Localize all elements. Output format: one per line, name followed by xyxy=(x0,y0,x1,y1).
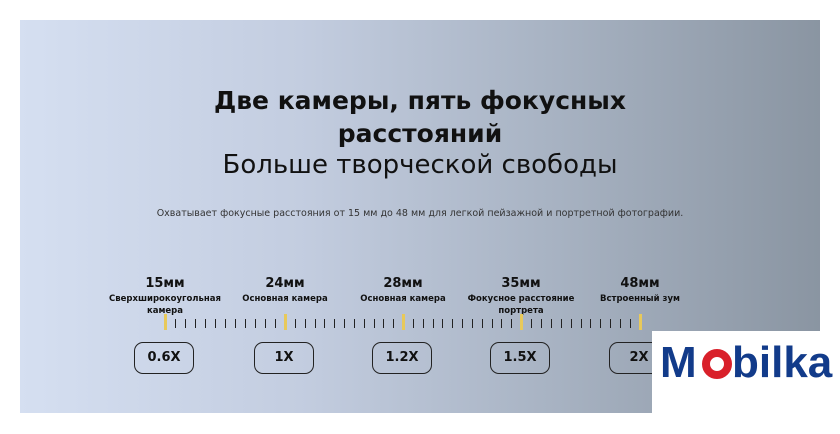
camera-banner: Две камеры, пять фокусных расстояний Бол… xyxy=(20,20,820,413)
scale-tick xyxy=(472,319,473,328)
scale-tick xyxy=(215,319,216,328)
scale-tick xyxy=(383,319,384,328)
scale-tick xyxy=(531,319,532,328)
description: Охватывает фокусные расстояния от 15 мм … xyxy=(156,208,684,219)
scale-tick xyxy=(501,319,502,328)
scale-tick xyxy=(462,319,463,328)
scale-tick xyxy=(245,319,246,328)
scale-tick xyxy=(225,319,226,328)
scale-tick xyxy=(541,319,542,328)
scale-tick xyxy=(374,319,375,328)
scale-tick xyxy=(511,319,512,328)
focal-length: 48мм xyxy=(620,276,660,291)
focal-stop: 48мм Встроенный зум xyxy=(575,276,705,305)
focal-length: 15мм xyxy=(145,276,185,291)
zoom-button[interactable]: 0.6X xyxy=(134,342,194,374)
scale-tick xyxy=(185,319,186,328)
scale-tick xyxy=(423,319,424,328)
scale-tick xyxy=(344,319,345,328)
headline: Две камеры, пять фокусных расстояний xyxy=(20,84,820,150)
scale-tick xyxy=(452,319,453,328)
scale-tick xyxy=(195,319,196,328)
scale-tick xyxy=(393,319,394,328)
scale-tick xyxy=(305,319,306,328)
scale-tick xyxy=(620,319,621,328)
scale-tick xyxy=(492,319,493,328)
focal-length: 24мм xyxy=(265,276,305,291)
scale-tick xyxy=(561,319,562,328)
focal-stop: 28мм Основная камера xyxy=(338,276,468,305)
scale-tick xyxy=(482,319,483,328)
scale-tick xyxy=(205,319,206,328)
focal-marker xyxy=(402,314,405,330)
scale-tick xyxy=(630,319,631,328)
scale-tick xyxy=(581,319,582,328)
focal-marker xyxy=(639,314,642,330)
focal-stop: 35мм Фокусное расстояние портрета xyxy=(456,276,586,317)
svg-text:M: M xyxy=(660,339,697,384)
focal-length: 28мм xyxy=(383,276,423,291)
headline-line2: расстояний xyxy=(337,119,503,148)
scale-tick xyxy=(334,319,335,328)
scale-tick xyxy=(275,319,276,328)
scale-tick xyxy=(235,319,236,328)
zoom-button[interactable]: 1.5X xyxy=(490,342,550,374)
focal-marker xyxy=(284,314,287,330)
focal-marker xyxy=(520,314,523,330)
scale-tick xyxy=(442,319,443,328)
scale-tick xyxy=(590,319,591,328)
scale-tick xyxy=(433,319,434,328)
focal-marker xyxy=(164,314,167,330)
svg-text:bilka: bilka xyxy=(732,339,833,384)
mobilka-logo: M bilka xyxy=(652,331,840,434)
subtitle: Больше творческой свободы xyxy=(222,150,618,180)
camera-label: Сверхширокоугольная камера xyxy=(109,294,221,316)
scale-tick xyxy=(265,319,266,328)
focal-stop: 15мм Сверхширокоугольная камера xyxy=(100,276,230,317)
scale-tick xyxy=(600,319,601,328)
scale-tick xyxy=(413,319,414,328)
camera-label: Основная камера xyxy=(360,294,446,304)
scale-tick xyxy=(354,319,355,328)
focal-stop: 24мм Основная камера xyxy=(220,276,350,305)
camera-label: Основная камера xyxy=(242,294,328,304)
scale-tick xyxy=(255,319,256,328)
camera-label: Фокусное расстояние портрета xyxy=(467,294,575,316)
zoom-button[interactable]: 1X xyxy=(254,342,314,374)
scale-tick xyxy=(315,319,316,328)
scale-tick xyxy=(551,319,552,328)
camera-label: Встроенный зум xyxy=(600,294,680,304)
zoom-button[interactable]: 1.2X xyxy=(372,342,432,374)
scale-tick xyxy=(324,319,325,328)
scale-tick xyxy=(175,319,176,328)
scale-tick xyxy=(295,319,296,328)
logo-wordmark: M bilka xyxy=(660,339,833,384)
scale-tick xyxy=(610,319,611,328)
headline-line1: Две камеры, пять фокусных xyxy=(213,86,627,115)
scale-tick xyxy=(364,319,365,328)
scale-tick xyxy=(571,319,572,328)
focal-length: 35мм xyxy=(501,276,541,291)
